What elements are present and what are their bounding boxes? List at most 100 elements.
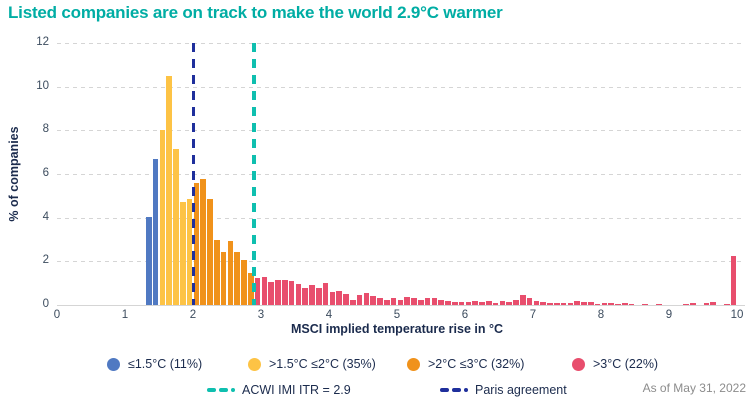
dash-segment	[440, 388, 449, 392]
histogram-bar	[553, 302, 560, 305]
histogram-bar	[193, 182, 200, 305]
gridline	[57, 43, 745, 44]
histogram-bar	[438, 299, 445, 305]
gridline	[57, 217, 745, 219]
x-tick-label: 2	[189, 309, 197, 321]
legend-dot	[407, 357, 420, 371]
x-axis-line	[57, 305, 745, 306]
legend-dash-sample	[207, 388, 235, 392]
histogram-bar	[370, 296, 377, 305]
y-tick-label: 12	[36, 36, 49, 48]
legend-dot	[572, 357, 585, 371]
acwi-imi-itr-line	[252, 43, 256, 305]
histogram-bar	[424, 298, 431, 305]
histogram-bar	[506, 301, 513, 305]
paris-agreement-line	[191, 43, 195, 305]
histogram-bar	[207, 199, 213, 305]
histogram-bar	[445, 300, 451, 305]
histogram-bar	[329, 291, 336, 305]
x-tick-label: 1	[121, 309, 129, 321]
histogram-bar	[152, 158, 159, 305]
x-tick-label: 10	[730, 309, 744, 321]
histogram-bar	[683, 303, 689, 305]
legend-item: ≤1.5°C (11%)	[107, 357, 202, 371]
histogram-bar	[268, 282, 275, 305]
histogram-bar	[241, 260, 247, 305]
y-tick-label: 0	[42, 298, 49, 310]
page-title: Listed companies are on track to make th…	[8, 3, 503, 22]
histogram-bar	[655, 303, 662, 305]
histogram-bar	[540, 301, 547, 305]
histogram-bar	[275, 279, 281, 305]
histogram-bar	[513, 299, 519, 305]
histogram-bar	[710, 301, 717, 305]
histogram-bar	[594, 303, 601, 305]
histogram-bar	[615, 303, 621, 305]
histogram-bar	[166, 75, 173, 305]
legend-dash-sample	[440, 388, 468, 392]
histogram-bar	[499, 300, 506, 305]
histogram-bar	[567, 302, 574, 305]
histogram-bar	[302, 287, 309, 305]
histogram-bar	[200, 179, 207, 305]
histogram-bar	[159, 130, 166, 305]
histogram-bar	[390, 298, 397, 305]
gridline	[57, 174, 745, 175]
histogram-bar	[533, 300, 540, 305]
histogram-bar	[315, 287, 322, 305]
histogram-bar	[213, 239, 220, 305]
histogram-bar	[492, 302, 499, 305]
histogram-bar	[383, 299, 390, 305]
histogram-bar	[377, 298, 383, 305]
legend-label: ≤1.5°C (11%)	[128, 357, 203, 371]
y-tick-label: 2	[42, 254, 49, 267]
dash-segment	[219, 388, 228, 392]
x-tick-label: 9	[665, 309, 673, 321]
histogram-bar	[179, 202, 186, 305]
histogram-bar	[227, 240, 234, 305]
histogram-bar	[465, 301, 472, 305]
legend-item: ACWI IMI ITR = 2.9	[207, 383, 351, 397]
histogram-bar	[547, 302, 553, 305]
y-tick-label: 8	[42, 123, 49, 136]
histogram-bar	[581, 301, 587, 305]
as-of-date: As of May 31, 2022	[642, 381, 746, 395]
histogram-bar	[220, 251, 227, 305]
histogram-bar	[322, 283, 329, 305]
y-tick-label: 10	[36, 79, 49, 92]
histogram-bar	[642, 303, 649, 305]
histogram-bar	[560, 302, 567, 305]
x-tick-label: 0	[53, 309, 61, 321]
legend-label: Paris agreement	[475, 383, 567, 397]
legend-item: >3°C (22%)	[572, 357, 658, 371]
legend-label: ACWI IMI ITR = 2.9	[242, 383, 351, 397]
dash-segment	[452, 388, 461, 392]
x-tick-label: 6	[461, 309, 469, 321]
histogram-bar	[397, 299, 404, 305]
histogram-bar	[472, 300, 479, 305]
x-tick-label: 3	[257, 309, 265, 321]
histogram-bar	[608, 302, 615, 305]
histogram-bar	[261, 277, 268, 305]
histogram-bar	[621, 302, 628, 305]
legend-label: >3°C (22%)	[593, 357, 659, 371]
x-tick-label: 8	[597, 309, 605, 321]
histogram-bar	[458, 301, 465, 305]
gridline	[57, 261, 745, 263]
x-tick-label: 7	[529, 309, 537, 321]
histogram-bar	[281, 279, 288, 305]
histogram-bar	[723, 303, 730, 305]
histogram-bar	[173, 148, 179, 305]
histogram-bar	[234, 251, 241, 305]
histogram-bar	[451, 301, 458, 305]
histogram-bar	[363, 293, 370, 305]
histogram-bar	[309, 285, 315, 305]
histogram-bar	[519, 295, 526, 305]
histogram-bar	[479, 301, 485, 305]
legend-dot	[107, 357, 120, 371]
y-tick-label: 4	[42, 210, 49, 223]
histogram-bar	[689, 302, 696, 305]
histogram-bar	[343, 294, 349, 305]
x-tick-label: 4	[325, 309, 333, 321]
